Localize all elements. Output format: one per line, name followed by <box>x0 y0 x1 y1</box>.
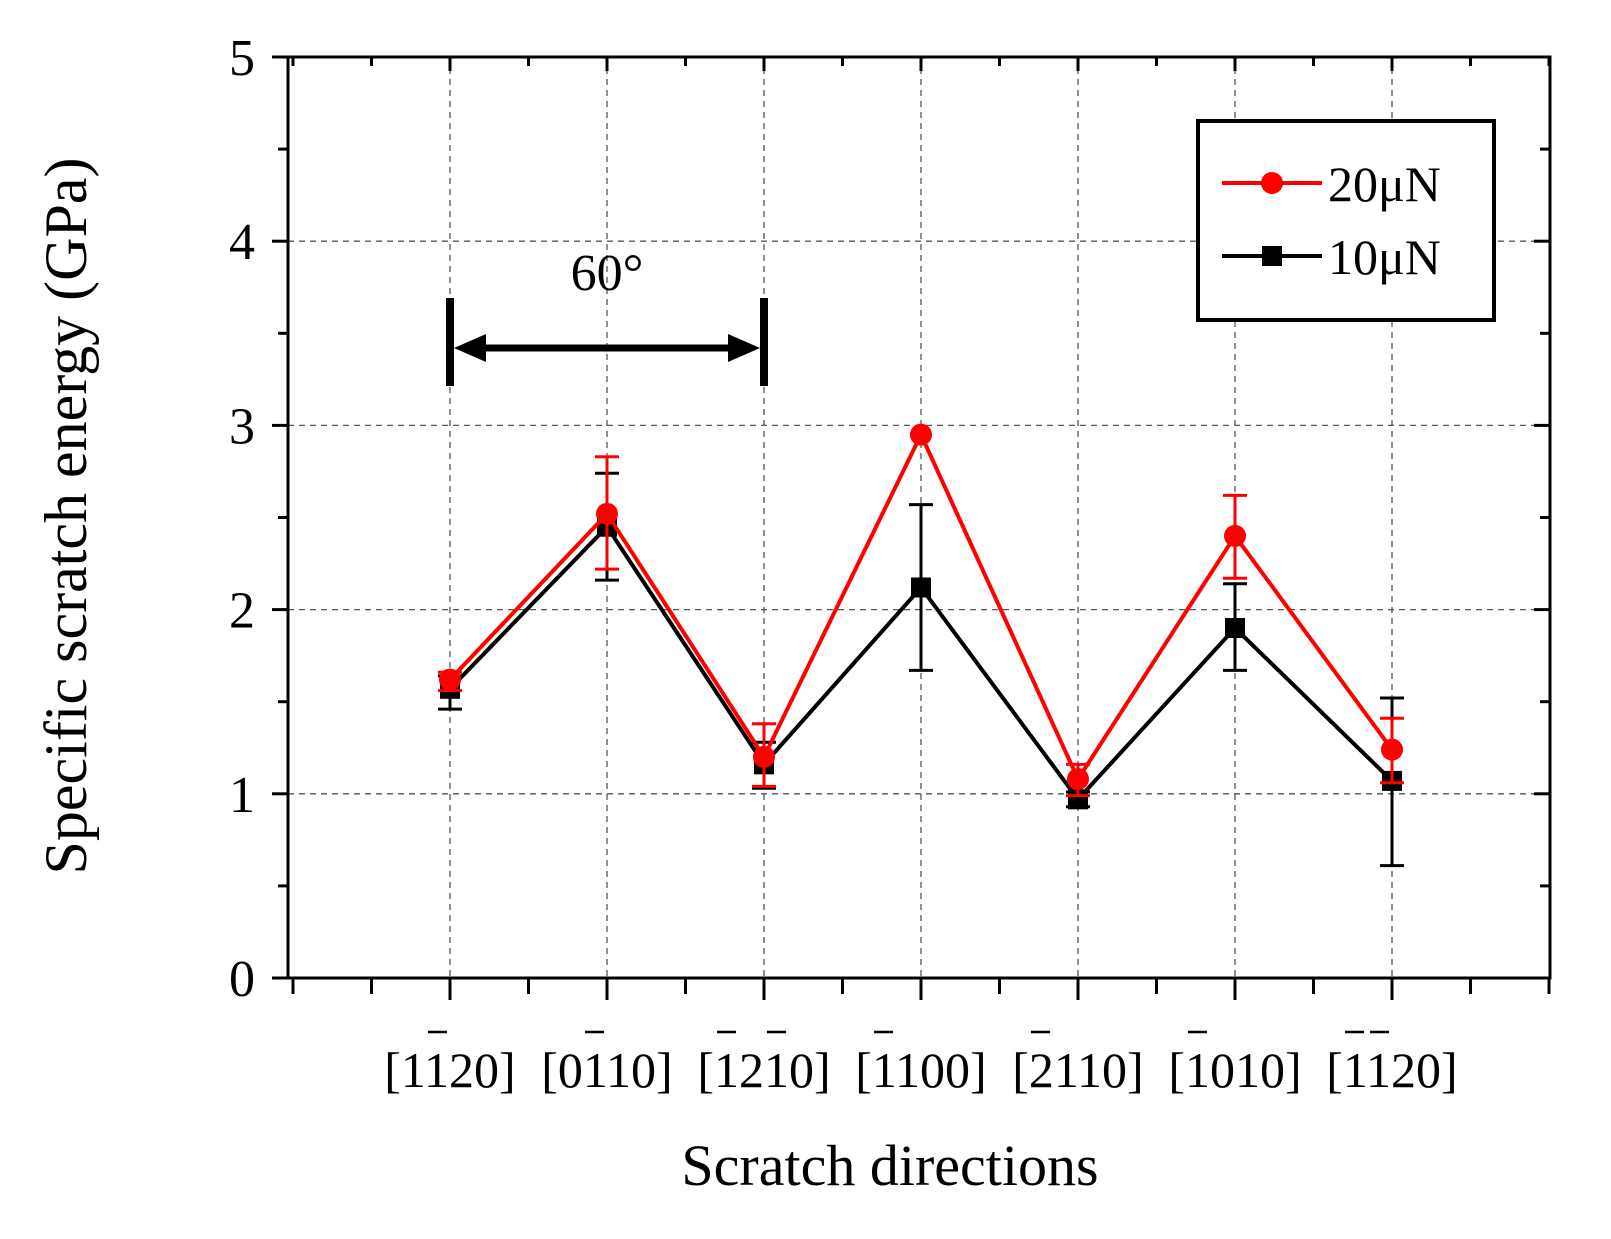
data-point <box>439 668 461 691</box>
y-tick-label: 4 <box>229 214 255 271</box>
angle-annotation: 60° <box>446 245 768 386</box>
legend-box <box>1196 119 1496 322</box>
data-point <box>910 423 932 446</box>
series-20uN <box>438 423 1404 798</box>
y-tick-label: 1 <box>229 767 255 824</box>
data-point <box>911 577 931 598</box>
y-axis-label: Specific scratch energy (GPa) <box>33 158 99 875</box>
data-point <box>1381 738 1403 761</box>
series-layer <box>438 423 1404 868</box>
legend-marker-square <box>1262 246 1282 266</box>
data-point <box>1067 768 1089 791</box>
x-tick-label: [1120] <box>384 1042 515 1098</box>
x-axis-label: Scratch directions <box>681 1133 1098 1198</box>
x-tick-label: [1210] <box>697 1042 830 1098</box>
legend-marker-circle <box>1261 172 1283 194</box>
legend: 20μN 10μN <box>1196 119 1496 322</box>
data-point <box>753 745 775 768</box>
x-tick-label: [1120] <box>1326 1042 1457 1098</box>
y-tick-label: 2 <box>229 583 255 640</box>
legend-label: 10μN <box>1328 229 1441 285</box>
x-tick-label: [1010] <box>1168 1042 1301 1098</box>
legend-entry: 10μN <box>1222 229 1441 285</box>
legend-entry: 20μN <box>1222 156 1441 212</box>
annotation-arrowhead-left <box>454 334 486 362</box>
x-tick-label: [0110] <box>541 1042 672 1098</box>
y-tick-label: 3 <box>229 398 255 455</box>
annotation-arrowhead-right <box>728 334 760 362</box>
annotation-label: 60° <box>571 245 644 302</box>
legend-label: 20μN <box>1328 156 1441 212</box>
x-tick-label: [2110] <box>1012 1042 1143 1098</box>
data-point <box>1225 618 1245 639</box>
tick-labels: 0 1 2 3 4 5 [1120] [0110] [1210] [1100] [2110] [101… <box>229 30 1458 1098</box>
ticks <box>272 55 1551 1000</box>
x-tick-label: [1100] <box>855 1042 986 1098</box>
data-point <box>1224 524 1246 547</box>
y-tick-label: 0 <box>229 951 255 1008</box>
data-point <box>596 502 618 525</box>
y-tick-label: 5 <box>229 30 255 87</box>
